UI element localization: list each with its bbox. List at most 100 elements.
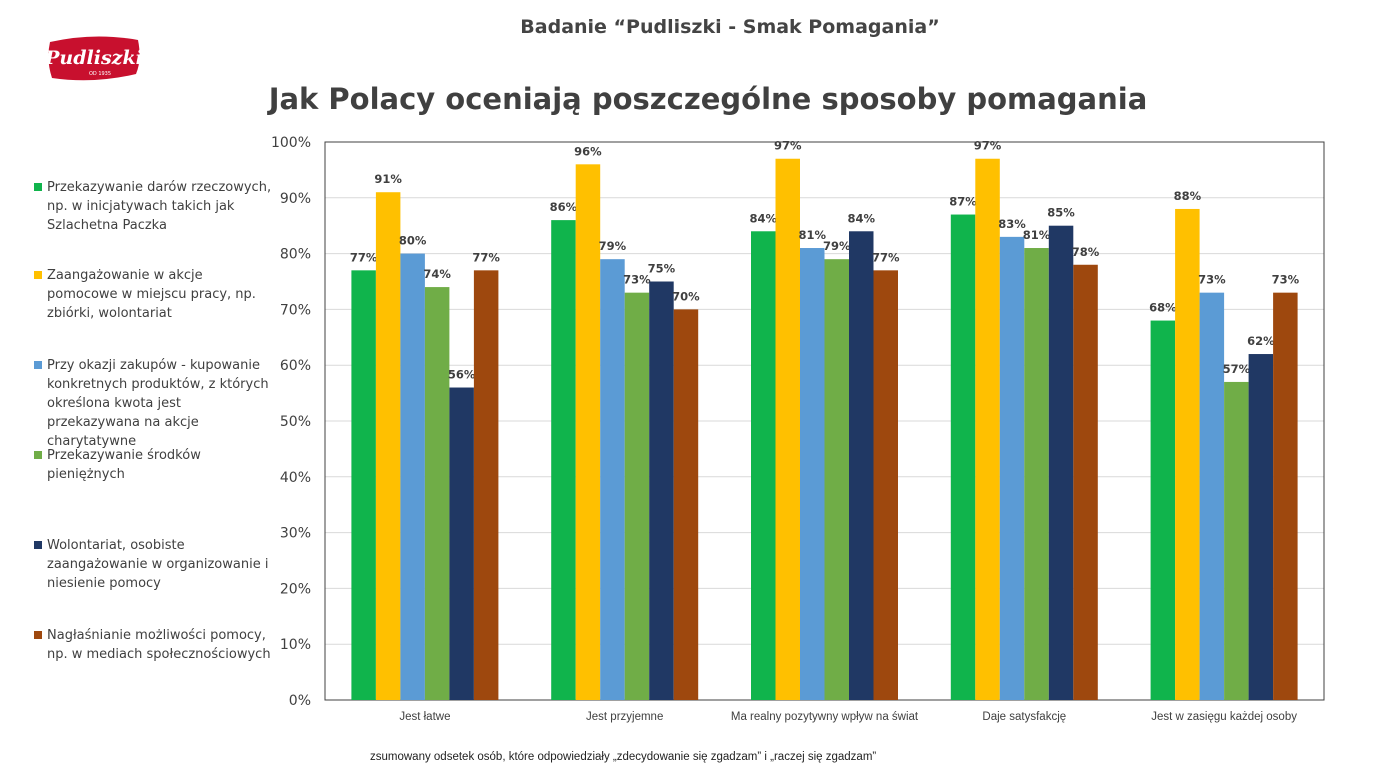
- data-label: 62%: [1247, 334, 1275, 348]
- legend-label: Zaangażowanie w akcje pomocowe w miejscu…: [47, 268, 256, 321]
- data-label: 73%: [1198, 273, 1226, 287]
- footnote: zsumowany odsetek osób, które odpowiedzi…: [370, 751, 877, 763]
- x-tick-label: Jest w zasięgu każdej osoby: [1151, 711, 1297, 723]
- x-tick-label: Jest przyjemne: [586, 711, 663, 723]
- y-tick-label: 0%: [289, 693, 311, 709]
- legend-item: Przekazywanie środków pieniężnych: [34, 446, 274, 484]
- data-label: 96%: [574, 144, 602, 158]
- legend-label: Przy okazji zakupów - kupowanie konkretn…: [47, 358, 269, 449]
- data-label: 79%: [599, 239, 627, 253]
- data-label: 57%: [1223, 362, 1251, 376]
- data-label: 56%: [448, 368, 476, 382]
- data-label: 91%: [374, 172, 402, 186]
- data-label: 77%: [350, 250, 378, 264]
- legend-swatch: [34, 271, 42, 279]
- data-label: 80%: [399, 234, 427, 248]
- data-label: 68%: [1149, 301, 1177, 315]
- bar: [575, 164, 601, 700]
- data-label: 81%: [1023, 228, 1051, 242]
- bar: [873, 270, 898, 700]
- y-tick-label: 100%: [271, 135, 311, 151]
- legend-swatch: [34, 541, 42, 549]
- x-tick-label: Daje satysfakcję: [982, 711, 1066, 723]
- bar: [1273, 292, 1298, 700]
- bar: [751, 231, 776, 700]
- y-tick-label: 10%: [280, 637, 311, 653]
- bar: [1199, 292, 1225, 700]
- bar: [551, 220, 576, 700]
- legend-swatch: [34, 631, 42, 639]
- y-tick-label: 70%: [280, 302, 311, 318]
- logo-text: Pudliszki: [44, 47, 143, 69]
- y-tick-label: 80%: [280, 247, 311, 263]
- data-label: 81%: [798, 228, 826, 242]
- y-tick-label: 50%: [280, 414, 311, 430]
- bar: [1224, 381, 1249, 700]
- data-label: 83%: [998, 217, 1026, 231]
- legend-item: Przekazywanie darów rzeczowych, np. w in…: [34, 178, 274, 235]
- legend-item: Nagłaśnianie możliwości pomocy, np. w me…: [34, 626, 274, 664]
- data-label: 70%: [672, 289, 700, 303]
- y-tick-label: 40%: [280, 470, 311, 486]
- legend-swatch: [34, 183, 42, 191]
- data-label: 79%: [823, 239, 851, 253]
- bar: [624, 292, 650, 700]
- data-label: 73%: [1272, 273, 1300, 287]
- data-label: 77%: [872, 250, 900, 264]
- legend-label: Wolontariat, osobiste zaangażowanie w or…: [47, 538, 269, 591]
- data-label: 86%: [550, 200, 578, 214]
- bar: [473, 270, 499, 700]
- x-tick-label: Ma realny pozytywny wpływ na świat: [731, 711, 919, 723]
- legend-label: Przekazywanie darów rzeczowych, np. w in…: [47, 180, 272, 233]
- data-label: 75%: [648, 262, 676, 276]
- bar: [975, 158, 1000, 701]
- y-tick-label: 90%: [280, 191, 311, 207]
- legend-swatch: [34, 361, 42, 369]
- bar: [800, 248, 825, 700]
- data-label: 97%: [974, 139, 1002, 153]
- chart-title: Jak Polacy oceniają poszczególne sposoby…: [268, 82, 1148, 116]
- bar: [1048, 225, 1074, 700]
- legend-item: Przy okazji zakupów - kupowanie konkretn…: [34, 356, 274, 451]
- bar: [600, 259, 625, 700]
- bar: [1248, 354, 1274, 700]
- y-tick-label: 20%: [280, 581, 311, 597]
- data-label: 84%: [749, 211, 777, 225]
- legend-label: Przekazywanie środków pieniężnych: [47, 448, 201, 482]
- legend-item: Zaangażowanie w akcje pomocowe w miejscu…: [34, 266, 274, 323]
- data-label: 84%: [847, 211, 875, 225]
- bar: [849, 231, 874, 700]
- data-label: 85%: [1047, 206, 1075, 220]
- data-label: 88%: [1174, 189, 1202, 203]
- data-label: 74%: [423, 267, 451, 281]
- pudliszki-logo: Pudliszki OD 1935: [44, 36, 143, 81]
- y-tick-label: 30%: [280, 526, 311, 542]
- x-tick-label: Jest łatwe: [399, 711, 450, 723]
- bar: [673, 309, 699, 700]
- bar: [375, 192, 401, 700]
- bar: [449, 387, 474, 700]
- logo-subtext: OD 1935: [89, 71, 111, 77]
- bar: [1024, 248, 1049, 700]
- legend-label: Nagłaśnianie możliwości pomocy, np. w me…: [47, 628, 271, 662]
- logo-badge: [48, 36, 140, 81]
- bar: [400, 253, 425, 700]
- bar: [999, 236, 1025, 701]
- bar: [424, 287, 450, 700]
- bar: [649, 281, 674, 700]
- bar: [351, 270, 376, 700]
- bar: [775, 158, 800, 701]
- bar: [824, 259, 849, 700]
- legend-item: Wolontariat, osobiste zaangażowanie w or…: [34, 536, 274, 593]
- data-label: 97%: [774, 139, 802, 153]
- bar: [1150, 320, 1176, 700]
- data-label: 87%: [949, 195, 977, 209]
- legend-swatch: [34, 451, 42, 459]
- data-label: 73%: [623, 273, 651, 287]
- bar: [950, 214, 976, 701]
- y-tick-label: 60%: [280, 358, 311, 374]
- header-title: Badanie “Pudliszki - Smak Pomagania”: [520, 16, 940, 38]
- bar: [1175, 208, 1200, 700]
- data-label: 77%: [472, 250, 500, 264]
